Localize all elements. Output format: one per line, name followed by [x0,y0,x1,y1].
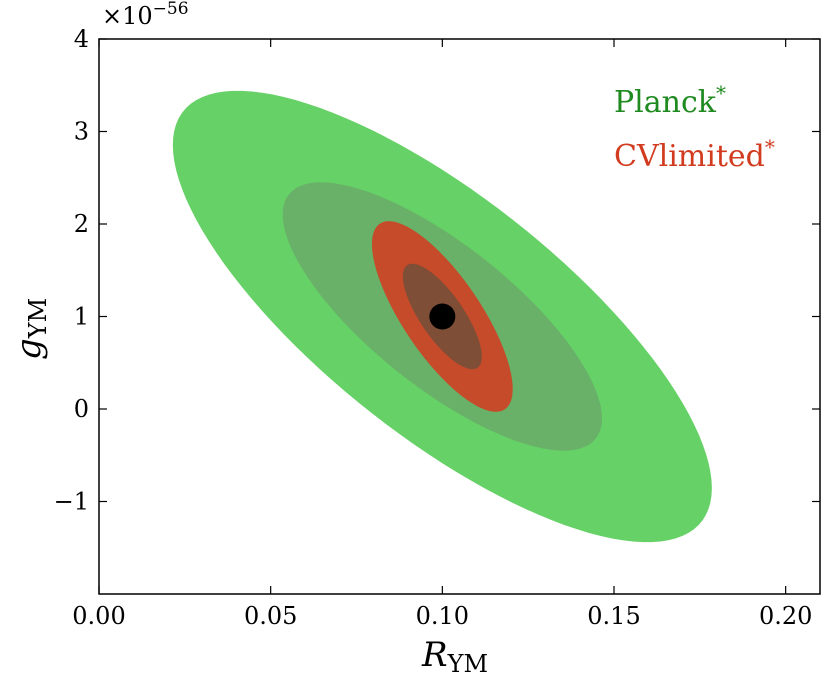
x-axis-label: RYM [421,635,488,678]
x-tick-label: 0.10 [416,602,469,630]
y-tick-label: 0 [74,395,89,423]
x-axis-label-sub: YM [447,650,488,678]
legend-planck-label: Planck [614,85,717,120]
y-multiplier-exponent: −56 [153,0,189,19]
y-multiplier: ×10−56 [102,0,189,30]
x-tick-label: 0.20 [759,602,812,630]
legend-entry-cvlimited: CVlimited* [614,135,775,174]
fiducial-point [429,303,456,330]
y-multiplier-base: ×10 [102,2,153,30]
x-tick-label: 0.15 [587,602,640,630]
y-axis-label-main: g [9,338,49,360]
y-tick-label: 1 [74,303,89,331]
x-tick-label: 0.00 [72,602,125,630]
x-tick-label: 0.05 [244,602,297,630]
legend-cvlimited-sup: * [765,135,775,159]
x-axis-ticks: 0.00 0.05 0.10 0.15 0.20 [72,39,812,630]
y-axis-label-sub: YM [24,298,52,339]
x-axis-label-main: R [421,635,448,675]
y-axis-ticks: −1 0 1 2 3 4 [54,25,820,516]
y-tick-label: 3 [74,118,89,146]
y-tick-label: 4 [74,25,89,53]
legend-cvlimited-label: CVlimited [614,139,765,174]
y-tick-label: −1 [54,488,89,516]
legend-planck-sup: * [716,81,726,105]
legend: Planck* CVlimited* [614,81,775,174]
legend-entry-planck: Planck* [614,81,726,120]
y-tick-label: 2 [74,210,89,238]
y-axis-label: gYM [9,298,52,360]
